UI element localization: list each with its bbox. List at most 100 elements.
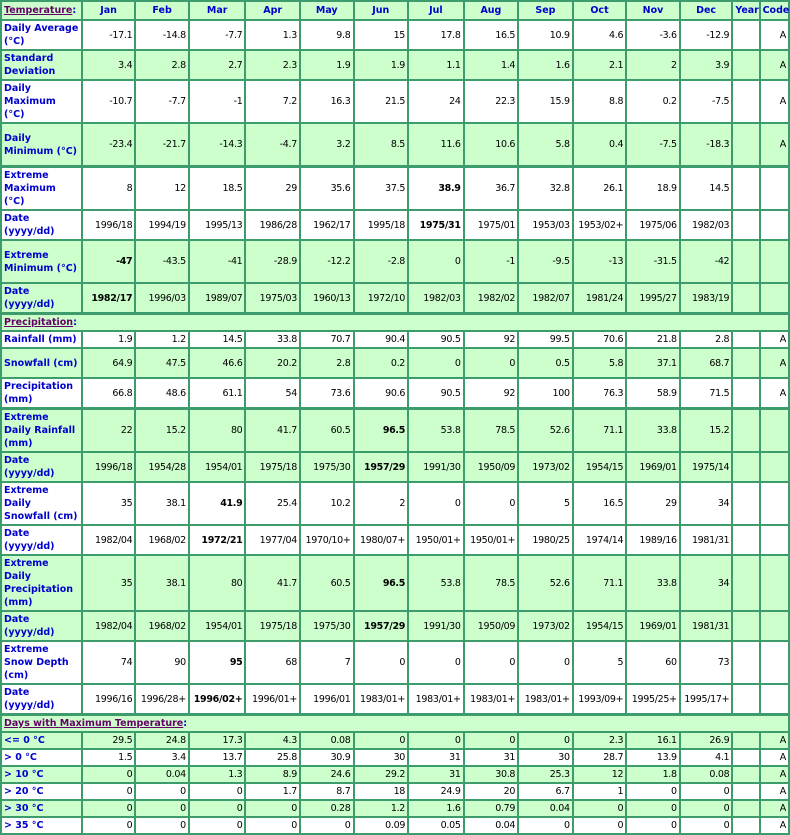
value-cell-may: 0 [298, 816, 355, 835]
row-label: Date (yyyy/dd) [0, 282, 83, 315]
value-cell-apr: 1975/18 [244, 451, 301, 483]
colon: : [73, 317, 77, 328]
value-cell-jan: 1996/16 [80, 683, 137, 716]
value-cell-feb: 15.2 [134, 407, 190, 453]
value-cell-jan: 3.4 [80, 49, 137, 81]
value-cell-dec: 26.9 [678, 731, 734, 750]
value-cell-nov: 0 [625, 799, 681, 818]
value-cell-jan: -17.1 [80, 19, 137, 51]
value-cell-jun: 96.5 [352, 407, 410, 453]
value-cell-feb: -21.7 [134, 122, 190, 168]
value-cell-mar: 46.6 [187, 347, 247, 379]
code-cell [758, 209, 790, 241]
code-cell [758, 524, 790, 556]
value-cell-apr: 1975/18 [244, 610, 301, 642]
value-cell-jun: 37.5 [352, 165, 410, 211]
value-cell-nov: 1995/27 [625, 282, 681, 315]
month-header-nov: Nov [625, 0, 681, 21]
table-row: Date (yyyy/dd) 1982/17 1996/03 1989/07 1975/… [0, 282, 790, 315]
value-cell-jul: 11.6 [407, 122, 465, 168]
year-cell [731, 731, 761, 750]
row-label: > 35 °C [0, 816, 83, 835]
value-cell-feb: 0 [134, 799, 190, 818]
value-cell-nov: 16.1 [625, 731, 681, 750]
row-label: Date (yyyy/dd) [0, 524, 83, 556]
section-link[interactable]: Precipitation [4, 317, 74, 328]
value-cell-apr: 33.8 [244, 330, 301, 349]
value-cell-jul: 1991/30 [407, 451, 465, 483]
year-cell [731, 122, 761, 168]
value-cell-jan: 0 [80, 765, 137, 784]
value-cell-aug: 92 [462, 377, 520, 410]
section-row: Days with Maximum Temperature: [0, 713, 790, 733]
table-row: Date (yyyy/dd) 1996/18 1994/19 1995/13 1986/… [0, 209, 790, 241]
value-cell-may: 1975/30 [298, 610, 355, 642]
row-label: > 0 °C [0, 748, 83, 767]
table-row: Standard Deviation 3.4 2.8 2.7 2.3 1.9 1.9 1.1 1… [0, 49, 790, 81]
value-cell-jan: 1.5 [80, 748, 137, 767]
value-cell-aug: 1982/02 [462, 282, 520, 315]
code-cell: A [758, 330, 790, 349]
value-cell-feb: 1996/28+ [134, 683, 190, 716]
table-body: Daily Average (°C) -17.1 -14.8 -7.7 1.3 9.8 15… [0, 19, 790, 835]
value-cell-feb: 47.5 [134, 347, 190, 379]
value-cell-aug: 1950/09 [462, 610, 520, 642]
table-row: Snowfall (cm) 64.9 47.5 46.6 20.2 2.8 0.2 0 0 0.5… [0, 347, 790, 379]
value-cell-jan: 1996/18 [80, 451, 137, 483]
value-cell-apr: 29 [244, 165, 301, 211]
value-cell-dec: 0 [678, 799, 734, 818]
value-cell-oct: 1953/02+ [571, 209, 628, 241]
value-cell-feb: 48.6 [134, 377, 190, 410]
value-cell-apr: 8.9 [244, 765, 301, 784]
value-cell-mar: 1.3 [187, 765, 247, 784]
value-cell-nov: 60 [625, 640, 681, 685]
section-row: Precipitation: [0, 312, 790, 332]
value-cell-oct: 1993/09+ [571, 683, 628, 716]
value-cell-jan: -10.7 [80, 79, 137, 124]
value-cell-jan: 66.8 [80, 377, 137, 410]
value-cell-may: 1962/17 [298, 209, 355, 241]
value-cell-dec: 0.08 [678, 765, 734, 784]
value-cell-may: 1970/10+ [298, 524, 355, 556]
value-cell-dec: 71.5 [678, 377, 734, 410]
value-cell-feb: 0 [134, 816, 190, 835]
value-cell-jul: 53.8 [407, 407, 465, 453]
value-cell-nov: 1989/16 [625, 524, 681, 556]
table-row: > 30 °C 0 0 0 0 0.28 1.2 1.6 0.79 0.04 0 0 0 A [0, 799, 790, 818]
code-cell [758, 640, 790, 685]
table-row: Extreme Snow Depth (cm) 74 90 95 68 7 0 0 0 0 5 60 7… [0, 640, 790, 685]
section-link[interactable]: Days with Maximum Temperature [4, 718, 184, 729]
value-cell-may: 1975/30 [298, 451, 355, 483]
value-cell-mar: 14.5 [187, 330, 247, 349]
year-cell [731, 799, 761, 818]
value-cell-jun: 1.9 [352, 49, 410, 81]
year-cell [731, 239, 761, 284]
record-value: 38.9 [438, 183, 461, 194]
section-link-temperature[interactable]: Temperature [4, 5, 73, 16]
value-cell-feb: -7.7 [134, 79, 190, 124]
value-cell-feb: 1968/02 [134, 610, 190, 642]
table-row: Date (yyyy/dd) 1996/16 1996/28+ 1996/02+ 199… [0, 683, 790, 716]
value-cell-may: 35.6 [298, 165, 355, 211]
value-cell-dec: 1981/31 [678, 524, 734, 556]
value-cell-sep: 0.5 [517, 347, 574, 379]
month-header-jul: Jul [407, 0, 465, 21]
value-cell-sep: 0.04 [517, 799, 574, 818]
value-cell-jun: 2 [352, 481, 410, 526]
value-cell-apr: 68 [244, 640, 301, 685]
value-cell-nov: 1975/06 [625, 209, 681, 241]
value-cell-apr: 1.3 [244, 19, 301, 51]
value-cell-aug: 30.8 [462, 765, 520, 784]
value-cell-feb: 0.04 [134, 765, 190, 784]
value-cell-jul: 38.9 [407, 165, 465, 211]
value-cell-nov: 18.9 [625, 165, 681, 211]
year-cell [731, 451, 761, 483]
row-label: > 20 °C [0, 782, 83, 801]
value-cell-may: 16.3 [298, 79, 355, 124]
record-value: 1982/17 [91, 292, 133, 304]
value-cell-sep: 52.6 [517, 554, 574, 612]
year-cell [731, 407, 761, 453]
value-cell-sep: 0 [517, 640, 574, 685]
value-cell-apr: 41.7 [244, 407, 301, 453]
value-cell-apr: 2.3 [244, 49, 301, 81]
